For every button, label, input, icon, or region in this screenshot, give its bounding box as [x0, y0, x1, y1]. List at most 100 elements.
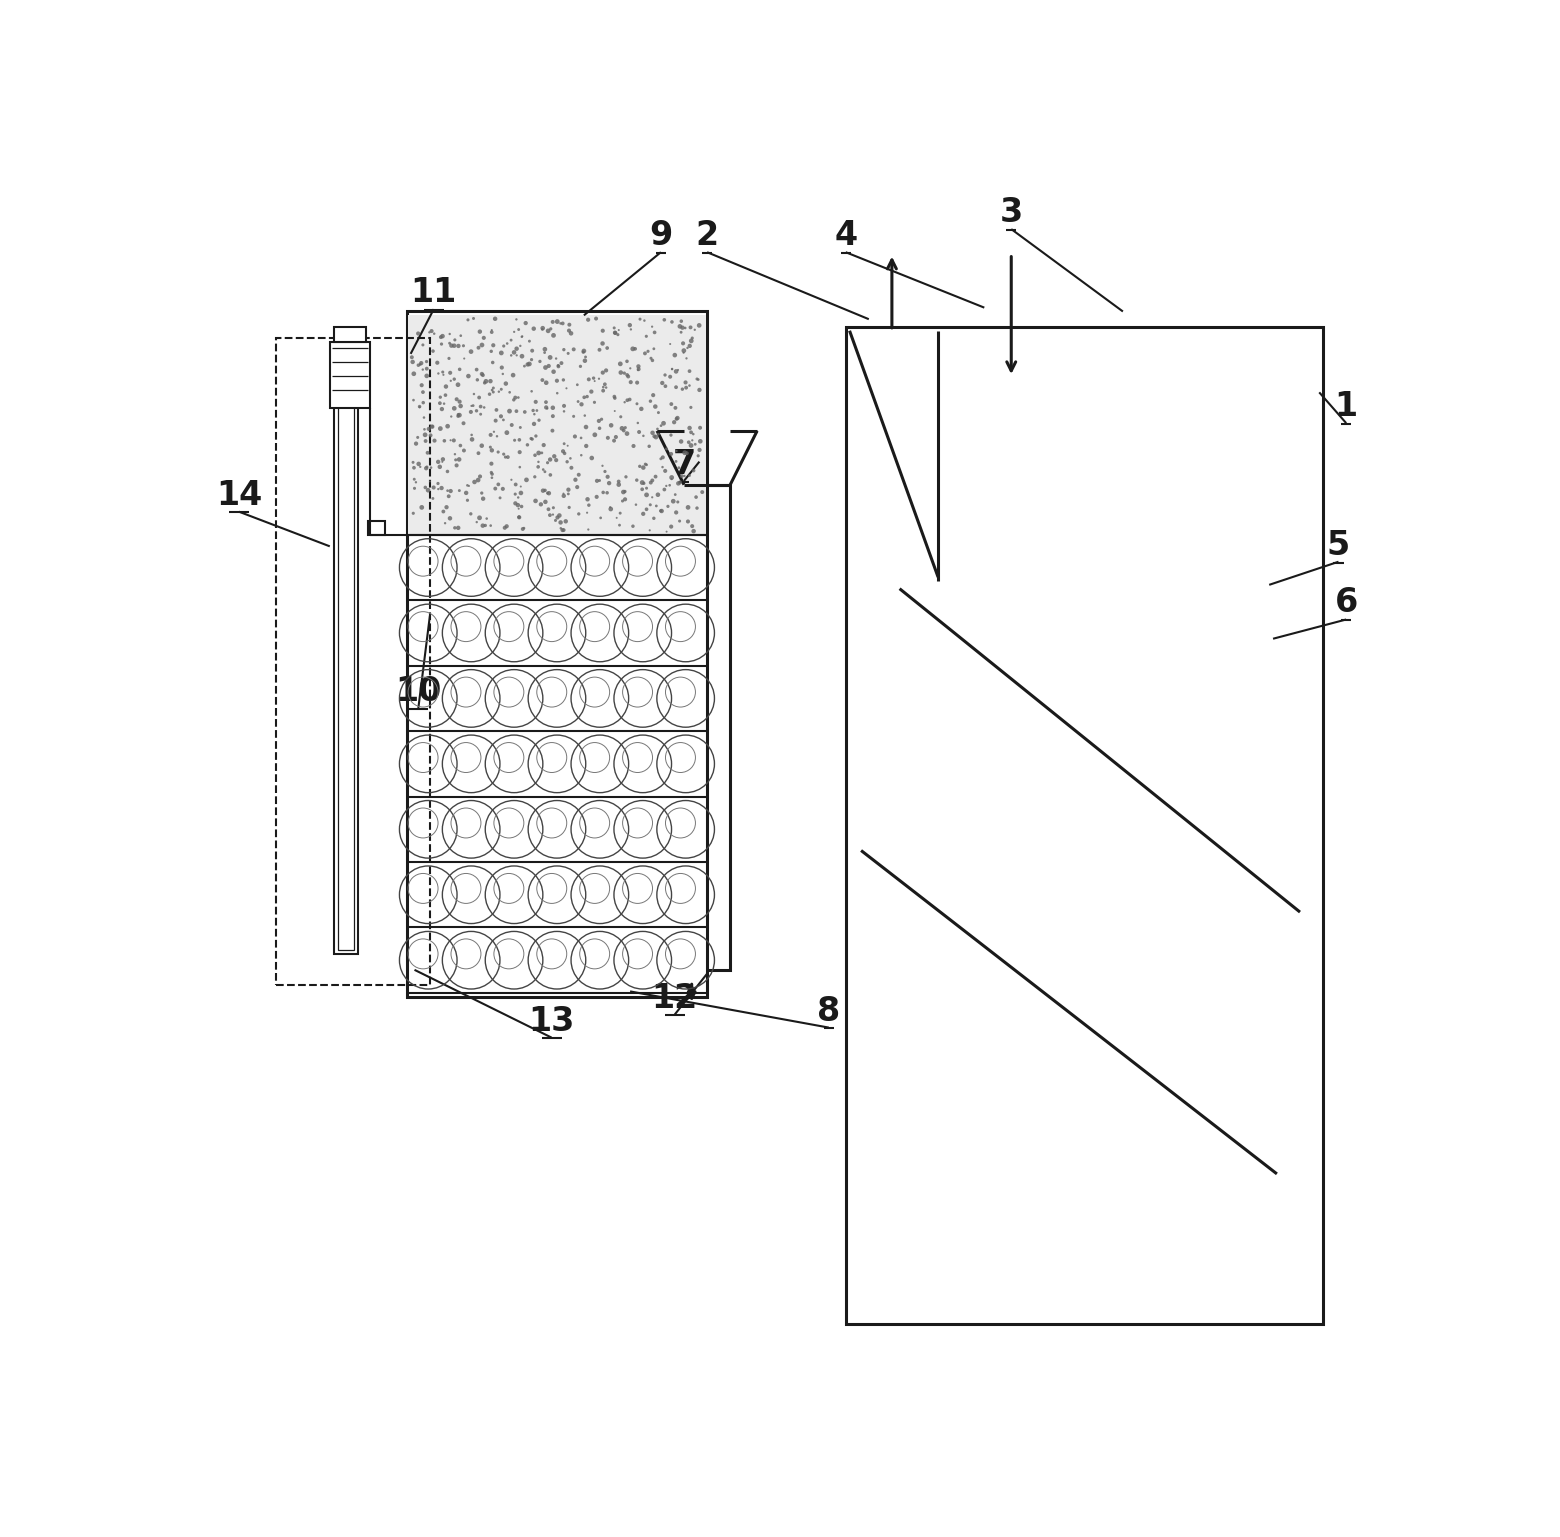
Point	[473, 513, 498, 538]
Point	[491, 334, 516, 358]
Point	[643, 424, 668, 449]
Point	[562, 337, 587, 361]
Point	[466, 386, 491, 410]
Point	[429, 397, 454, 421]
Point	[431, 360, 456, 384]
Point	[551, 518, 576, 543]
Point	[429, 332, 454, 357]
Point	[534, 355, 558, 380]
Point	[437, 330, 462, 355]
Point	[590, 318, 615, 343]
Text: 7: 7	[672, 447, 696, 481]
Point	[661, 489, 686, 513]
Point	[624, 392, 649, 417]
Point	[495, 420, 519, 444]
Point	[571, 340, 596, 364]
Point	[468, 464, 493, 489]
Point	[459, 393, 484, 418]
Point	[602, 320, 627, 344]
Point	[424, 350, 449, 375]
Point	[495, 330, 519, 355]
Point	[435, 413, 460, 438]
Point	[590, 407, 615, 432]
Point	[607, 469, 632, 493]
Point	[413, 475, 438, 500]
Point	[485, 472, 510, 496]
Point	[401, 501, 426, 526]
Point	[680, 326, 705, 350]
Point	[594, 335, 619, 360]
Bar	[407, 312, 707, 998]
Point	[576, 307, 601, 332]
Point	[463, 398, 488, 423]
Point	[651, 455, 675, 480]
Point	[658, 423, 683, 447]
Point	[502, 481, 527, 506]
Point	[435, 478, 460, 503]
Text: 14: 14	[215, 478, 262, 512]
Point	[663, 375, 688, 400]
Point	[594, 358, 619, 383]
Point	[671, 341, 696, 366]
Point	[431, 449, 456, 473]
Point	[530, 367, 555, 392]
Point	[509, 481, 534, 506]
Point	[504, 400, 529, 424]
Point	[599, 413, 624, 438]
Point	[410, 332, 435, 357]
Point	[590, 453, 615, 478]
Point	[590, 360, 615, 384]
Point	[474, 369, 499, 393]
Point	[459, 423, 484, 447]
Point	[551, 310, 576, 335]
Point	[587, 469, 612, 493]
Point	[441, 429, 466, 453]
Point	[540, 309, 565, 334]
Point	[674, 441, 699, 466]
Text: 5: 5	[1328, 529, 1349, 561]
Point	[479, 378, 504, 403]
Point	[643, 464, 668, 489]
Point	[672, 441, 697, 466]
Point	[426, 472, 451, 496]
Point	[665, 407, 690, 432]
Point	[460, 393, 485, 418]
Point	[546, 354, 571, 378]
Point	[638, 346, 663, 370]
Point	[432, 392, 457, 417]
Point	[605, 323, 630, 347]
Point	[443, 443, 468, 467]
Point	[510, 344, 535, 369]
Point	[431, 447, 456, 472]
Point	[658, 364, 683, 389]
Point	[438, 369, 463, 393]
Point	[682, 318, 707, 343]
Point	[651, 446, 675, 470]
Point	[630, 424, 655, 449]
Point	[608, 360, 633, 384]
Point	[437, 484, 462, 509]
Bar	[334, 377, 359, 954]
Point	[665, 438, 690, 463]
Point	[574, 433, 599, 458]
Point	[466, 335, 491, 360]
Point	[479, 466, 504, 490]
Point	[607, 318, 632, 343]
Point	[415, 478, 440, 503]
Point	[541, 495, 566, 520]
Text: 6: 6	[1334, 587, 1357, 619]
Point	[546, 354, 571, 378]
Point	[555, 481, 580, 506]
Point	[576, 367, 601, 392]
Point	[566, 389, 591, 413]
Point	[499, 343, 524, 367]
Point	[443, 515, 468, 539]
Point	[552, 432, 577, 456]
Point	[613, 487, 638, 512]
Point	[658, 392, 683, 417]
Point	[527, 407, 552, 432]
Point	[538, 447, 563, 472]
Point	[615, 421, 640, 446]
Point	[521, 398, 546, 423]
Point	[671, 330, 696, 355]
